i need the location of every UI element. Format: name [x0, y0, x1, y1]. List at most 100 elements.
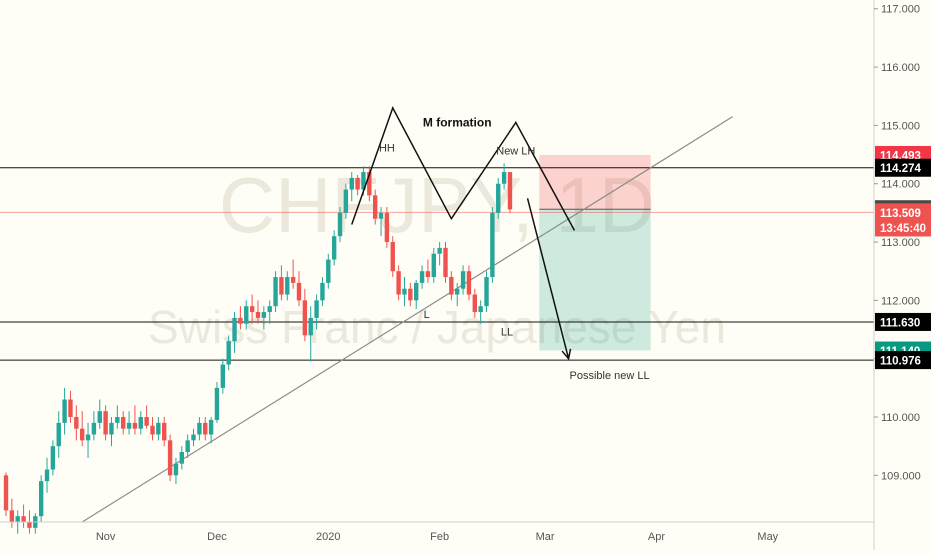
candle-body: [279, 277, 284, 295]
y-tick-label: 113.000: [881, 237, 920, 249]
candle-body: [220, 364, 226, 388]
candle-body: [15, 516, 20, 522]
price-line-label-111-630: 111.630: [880, 317, 920, 329]
candle-body: [478, 306, 483, 313]
candle-body: [226, 341, 231, 365]
price-axis-panel: [874, 0, 932, 550]
y-tick-label: 110.000: [881, 412, 920, 424]
candle-body: [91, 422, 97, 435]
price-line-label-111-630-bg: [875, 312, 931, 331]
candle-body: [355, 177, 360, 190]
candle-body: [173, 463, 179, 476]
stop-zone: [539, 154, 651, 210]
candle-body: [273, 277, 278, 307]
candle-body: [472, 294, 477, 313]
price-line-label-113-509-bg: [875, 203, 931, 222]
candle-body: [249, 306, 255, 313]
candle-body: [191, 434, 196, 441]
candle-body: [97, 411, 102, 423]
price-line-label-114-274: 114.274: [880, 163, 922, 175]
y-tick-label: 115.000: [881, 120, 920, 132]
x-tick-label: Apr: [648, 531, 665, 543]
candle-body: [9, 510, 15, 522]
candle-body: [408, 288, 413, 301]
annotation-new-lh: New LH: [496, 146, 535, 158]
candle-body: [390, 242, 395, 272]
candle-body: [337, 212, 343, 237]
candle-body: [21, 516, 26, 522]
candle-body: [290, 277, 296, 283]
watermark-symbol: CHFJPY, 1D: [219, 161, 655, 249]
y-tick-label: 114.000: [881, 179, 920, 191]
countdown-label: 13:45:40: [880, 223, 926, 235]
candle-body: [27, 522, 32, 528]
candle-body: [314, 300, 319, 318]
candle-body: [326, 259, 331, 283]
m-formation-line: [351, 106, 576, 231]
candle-body: [302, 300, 308, 336]
price-line-label-114-274-bg: [875, 158, 931, 177]
countdown-label-bg: [875, 218, 931, 237]
candle-body: [267, 306, 272, 313]
candle-body: [79, 428, 85, 441]
candle-body: [261, 312, 267, 318]
x-tick-label: Mar: [536, 531, 555, 543]
candle-body: [126, 422, 132, 429]
candle-body: [496, 183, 501, 213]
candle-body: [50, 446, 56, 470]
candle-body: [320, 282, 325, 301]
y-tick-label: 109.000: [881, 470, 921, 482]
candle-body: [179, 452, 184, 464]
candle-body: [115, 417, 120, 423]
annotation-m-formation: M formation: [423, 116, 492, 130]
candle-body: [238, 317, 243, 324]
candle-body: [378, 212, 384, 219]
trendline: [81, 116, 733, 523]
candle-body: [109, 422, 114, 435]
candle-body: [156, 422, 161, 435]
candle-body: [367, 172, 372, 196]
x-tick-label: Feb: [430, 531, 449, 543]
candle-body: [85, 434, 91, 441]
candle-body: [285, 277, 290, 295]
candle-body: [232, 317, 237, 342]
candle-body: [361, 172, 366, 190]
candle-body: [144, 417, 149, 426]
forecast-arrow-head: [561, 348, 572, 361]
candle-body: [244, 306, 249, 324]
candle-body: [384, 212, 390, 243]
candle-body: [296, 282, 302, 301]
y-tick-label: 117.000: [881, 4, 920, 16]
candle-body: [121, 417, 126, 429]
annotation-hh: HH: [379, 143, 395, 155]
forecast-arrow-line: [526, 198, 570, 359]
candle-body: [38, 481, 44, 517]
candle-body: [460, 271, 466, 289]
candle-body: [3, 475, 9, 511]
candle-body: [419, 271, 425, 283]
candle-body: [414, 282, 419, 301]
candle-body: [443, 247, 448, 278]
target-zone: [539, 209, 651, 351]
y-tick-label: 116.000: [881, 62, 920, 74]
candle-body: [44, 469, 50, 482]
candle-body: [455, 288, 460, 295]
candle-body: [349, 177, 354, 190]
candle-body: [56, 422, 61, 447]
candle-body: [138, 417, 143, 429]
candle-body: [507, 172, 513, 210]
x-tick-label: 2020: [316, 531, 340, 543]
candle-body: [208, 419, 214, 435]
annotation-ll: LL: [501, 326, 513, 338]
candle-body: [167, 440, 173, 476]
candle-body: [437, 247, 442, 254]
candle-body: [484, 277, 489, 307]
candle-body: [372, 195, 378, 219]
candle-body: [214, 387, 220, 420]
candle-body: [197, 422, 202, 435]
candle-body: [62, 399, 67, 423]
candle-body: [501, 172, 507, 184]
